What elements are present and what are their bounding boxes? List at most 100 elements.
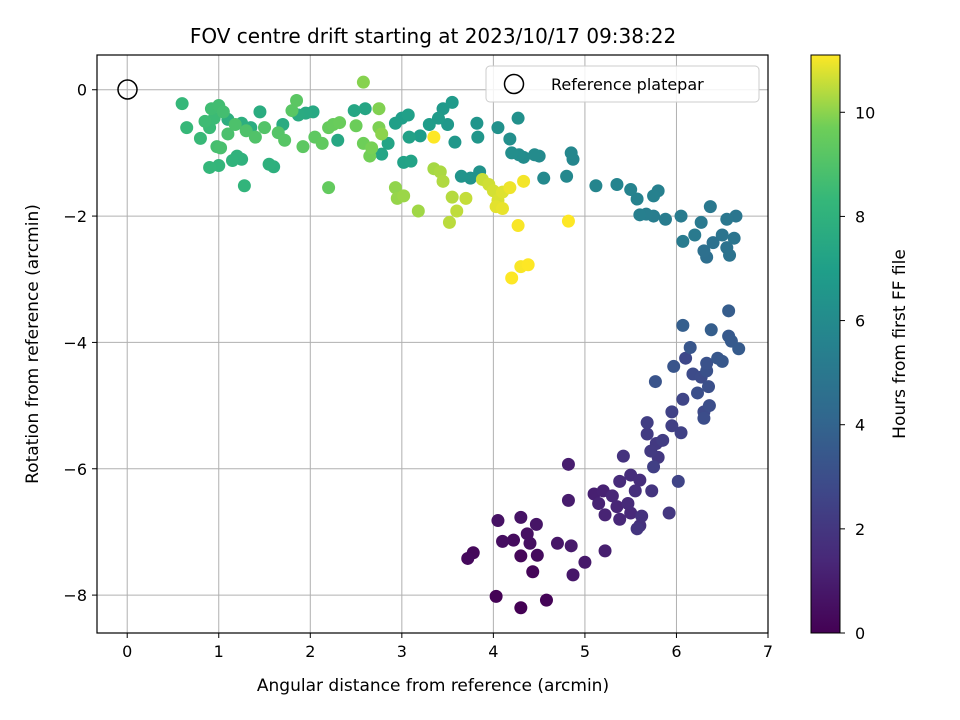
data-point bbox=[193, 131, 207, 145]
data-point bbox=[630, 192, 644, 206]
data-point bbox=[431, 111, 445, 125]
data-point bbox=[514, 510, 528, 524]
data-point bbox=[706, 236, 720, 250]
colorbar-tick-label: 2 bbox=[855, 520, 865, 539]
data-point bbox=[290, 93, 304, 107]
data-point bbox=[491, 514, 505, 528]
data-point bbox=[613, 512, 627, 526]
x-tick-label: 4 bbox=[488, 642, 498, 661]
data-point bbox=[496, 534, 510, 548]
y-axis-title: Rotation from reference (arcmin) bbox=[23, 204, 43, 484]
data-point bbox=[530, 548, 544, 562]
data-point bbox=[397, 189, 411, 203]
data-point bbox=[674, 426, 688, 440]
data-point bbox=[221, 127, 235, 141]
data-point bbox=[715, 228, 729, 242]
data-point bbox=[520, 527, 534, 541]
y-tick-label: −6 bbox=[63, 460, 87, 479]
x-tick-label: 1 bbox=[214, 642, 224, 661]
data-point bbox=[278, 133, 292, 147]
data-point bbox=[665, 405, 679, 419]
data-point bbox=[644, 444, 658, 458]
data-point bbox=[701, 380, 715, 394]
data-point bbox=[624, 183, 638, 197]
data-point bbox=[436, 174, 450, 188]
data-point bbox=[628, 484, 642, 498]
reference-platepar-marker bbox=[117, 79, 138, 100]
data-point bbox=[633, 473, 647, 487]
data-point bbox=[459, 191, 473, 205]
data-point bbox=[700, 356, 714, 370]
data-point bbox=[722, 304, 736, 318]
data-point bbox=[662, 506, 676, 520]
data-point bbox=[671, 474, 685, 488]
data-point bbox=[561, 214, 575, 228]
data-point bbox=[676, 392, 690, 406]
data-point bbox=[358, 102, 372, 116]
data-point bbox=[598, 544, 612, 558]
x-tick-label: 5 bbox=[580, 642, 590, 661]
data-point bbox=[656, 433, 670, 447]
data-point bbox=[381, 136, 395, 150]
data-point bbox=[503, 132, 517, 146]
y-tick-label: −2 bbox=[63, 207, 87, 226]
data-point bbox=[592, 497, 606, 511]
chart-title: FOV centre drift starting at 2023/10/17 … bbox=[190, 24, 676, 48]
data-point bbox=[688, 228, 702, 242]
data-point bbox=[349, 119, 363, 133]
data-point bbox=[537, 171, 551, 185]
colorbar bbox=[810, 54, 841, 634]
colorbar-tick-label: 6 bbox=[855, 312, 865, 331]
data-point bbox=[448, 135, 462, 149]
data-point bbox=[723, 248, 737, 262]
data-point bbox=[505, 146, 519, 160]
data-point bbox=[578, 555, 592, 569]
data-point bbox=[427, 130, 441, 144]
colorbar-title: Hours from first FF file bbox=[890, 249, 910, 439]
data-point bbox=[496, 202, 510, 216]
x-tick-label: 6 bbox=[671, 642, 681, 661]
data-point bbox=[471, 130, 485, 144]
data-point bbox=[640, 427, 654, 441]
data-point bbox=[347, 104, 361, 118]
data-point bbox=[489, 589, 503, 603]
data-point bbox=[640, 416, 654, 430]
data-point bbox=[372, 102, 386, 116]
data-point bbox=[225, 153, 239, 167]
data-point bbox=[703, 200, 717, 214]
data-point bbox=[676, 234, 690, 248]
data-point bbox=[404, 154, 418, 168]
x-tick-label: 2 bbox=[305, 642, 315, 661]
data-point bbox=[526, 565, 540, 579]
data-point bbox=[613, 474, 627, 488]
data-point bbox=[621, 497, 635, 511]
data-point bbox=[413, 129, 427, 143]
data-point bbox=[598, 508, 612, 522]
data-point bbox=[702, 399, 716, 413]
scatter-points bbox=[175, 75, 746, 615]
data-point bbox=[561, 493, 575, 507]
data-point bbox=[388, 181, 402, 195]
data-point bbox=[610, 177, 624, 191]
data-point bbox=[566, 568, 580, 582]
data-point bbox=[322, 181, 336, 195]
data-point bbox=[239, 124, 253, 138]
data-point bbox=[514, 549, 528, 563]
data-point bbox=[715, 354, 729, 368]
data-point bbox=[610, 500, 624, 514]
data-point bbox=[401, 108, 415, 122]
data-point bbox=[331, 133, 345, 147]
data-point bbox=[216, 105, 230, 119]
data-point bbox=[445, 190, 459, 204]
data-point bbox=[697, 411, 711, 425]
data-point bbox=[694, 215, 708, 229]
data-point bbox=[454, 169, 468, 183]
plot-frame bbox=[96, 54, 769, 634]
data-point bbox=[647, 460, 661, 474]
data-point bbox=[365, 141, 379, 155]
data-point bbox=[315, 136, 329, 150]
data-point bbox=[648, 375, 662, 389]
data-point bbox=[296, 140, 310, 154]
data-point bbox=[704, 323, 718, 337]
